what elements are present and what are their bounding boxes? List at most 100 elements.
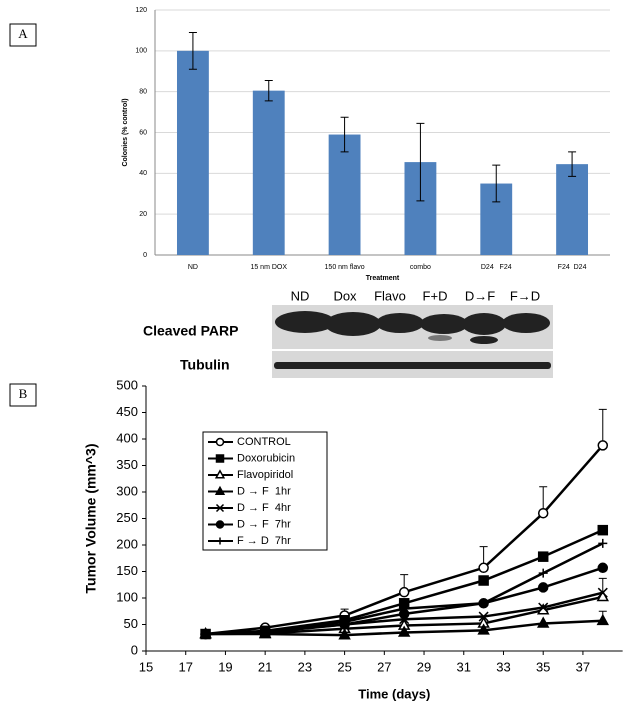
y-tick-label: 80 <box>139 89 147 96</box>
legend-label: D → F 7hr <box>237 518 291 530</box>
x-tick-label: 33 <box>496 659 510 674</box>
data-point <box>597 440 609 451</box>
y-axis-label: Colonies (% control) <box>122 98 129 166</box>
x-tick-label: F24 D24 <box>558 264 587 271</box>
x-tick-label: 17 <box>178 659 192 674</box>
data-point <box>478 562 489 574</box>
legend-marker <box>214 485 226 496</box>
legend-marker <box>215 520 225 529</box>
data-point <box>340 617 350 627</box>
data-point <box>201 629 211 639</box>
legend-label: Flavopiridol <box>237 469 293 481</box>
x-tick-label: 15 nm DOX <box>250 264 287 271</box>
x-tick-label: 29 <box>417 659 431 674</box>
legend-label: D → F 1hr <box>237 485 291 497</box>
data-point <box>537 551 549 562</box>
data-point <box>597 562 609 574</box>
legend-marker <box>214 469 226 479</box>
x-tick-label: 19 <box>218 659 232 674</box>
x-tick-label: 25 <box>337 659 351 674</box>
data-point <box>537 582 549 593</box>
error-bar <box>188 31 197 70</box>
y-tick-label: 300 <box>116 483 138 498</box>
x-tick-label: combo <box>410 264 431 271</box>
y-tick-label: 150 <box>116 563 138 578</box>
y-tick-label: 200 <box>116 536 138 551</box>
error-bar <box>264 79 273 102</box>
data-point <box>479 598 489 608</box>
data-point <box>597 524 609 536</box>
panel-label: A <box>18 26 28 41</box>
legend-marker <box>215 454 225 463</box>
legend-label: F → D 7hr <box>237 535 291 547</box>
bar <box>556 164 589 255</box>
y-tick-label: 120 <box>135 7 147 14</box>
data-point <box>597 587 608 598</box>
y-tick-label: 350 <box>116 457 138 472</box>
blot-row-label: Tubulin <box>180 357 230 373</box>
data-point <box>399 604 409 614</box>
error-bar <box>492 164 501 203</box>
blot-lane-label: Dox <box>333 288 357 303</box>
data-point <box>398 586 410 598</box>
data-point <box>598 538 608 548</box>
y-tick-label: 50 <box>124 616 138 631</box>
data-point <box>338 628 351 640</box>
legend-label: CONTROL <box>237 436 291 448</box>
data-point <box>478 611 489 622</box>
y-tick-label: 500 <box>116 377 138 392</box>
y-tick-label: 100 <box>135 48 147 55</box>
panel-box <box>9 383 37 407</box>
y-tick-label: 40 <box>139 170 147 177</box>
data-point <box>537 507 549 519</box>
x-tick-label: 21 <box>258 659 272 674</box>
x-axis-label: Time (days) <box>358 686 430 701</box>
blot-lane-label: F+D <box>423 288 448 303</box>
panel-label: B <box>19 386 28 401</box>
y-tick-label: 400 <box>116 430 138 445</box>
blot-lane-label: Flavo <box>374 288 406 303</box>
data-point <box>536 616 550 628</box>
data-point <box>477 623 490 635</box>
error-bar <box>340 116 349 153</box>
error-bar <box>598 408 607 446</box>
blot-lane-label: F→D <box>510 288 540 303</box>
x-tick-label: 23 <box>298 659 312 674</box>
data-point <box>260 626 270 636</box>
x-tick-label: 31 <box>457 659 471 674</box>
legend-label: Doxorubicin <box>237 452 295 464</box>
blot-lane-label: D→F <box>465 288 495 303</box>
x-tick-label: 15 <box>139 659 153 674</box>
error-bar <box>416 122 425 202</box>
data-point <box>397 625 411 637</box>
data-point <box>478 575 489 586</box>
legend-marker <box>215 503 225 513</box>
legend-label: D → F 4hr <box>237 502 291 514</box>
x-tick-label: D24 F24 <box>481 264 512 271</box>
data-point <box>538 602 549 613</box>
y-tick-label: 0 <box>131 642 138 657</box>
x-tick-label: ND <box>188 264 198 271</box>
blot-bands <box>274 311 551 369</box>
x-tick-label: 37 <box>576 659 590 674</box>
data-point <box>538 568 548 578</box>
bar <box>328 134 361 255</box>
legend-marker <box>216 537 224 545</box>
data-point <box>596 613 609 626</box>
y-tick-label: 60 <box>139 129 147 136</box>
x-tick-label: 35 <box>536 659 550 674</box>
blot-lane-label: ND <box>291 288 310 303</box>
x-tick-label: 27 <box>377 659 391 674</box>
bar <box>176 50 209 256</box>
error-bar <box>568 151 577 177</box>
y-tick-label: 100 <box>116 589 138 604</box>
x-tick-label: 150 nm flavo <box>325 264 365 271</box>
x-axis-label: Treatment <box>366 275 400 282</box>
y-axis-label: Tumor Volume (mm^3) <box>83 443 99 593</box>
y-tick-label: 250 <box>116 510 138 525</box>
panel-box <box>9 23 37 47</box>
legend-marker <box>215 437 225 447</box>
y-tick-label: 0 <box>143 252 147 259</box>
y-tick-label: 450 <box>116 404 138 419</box>
